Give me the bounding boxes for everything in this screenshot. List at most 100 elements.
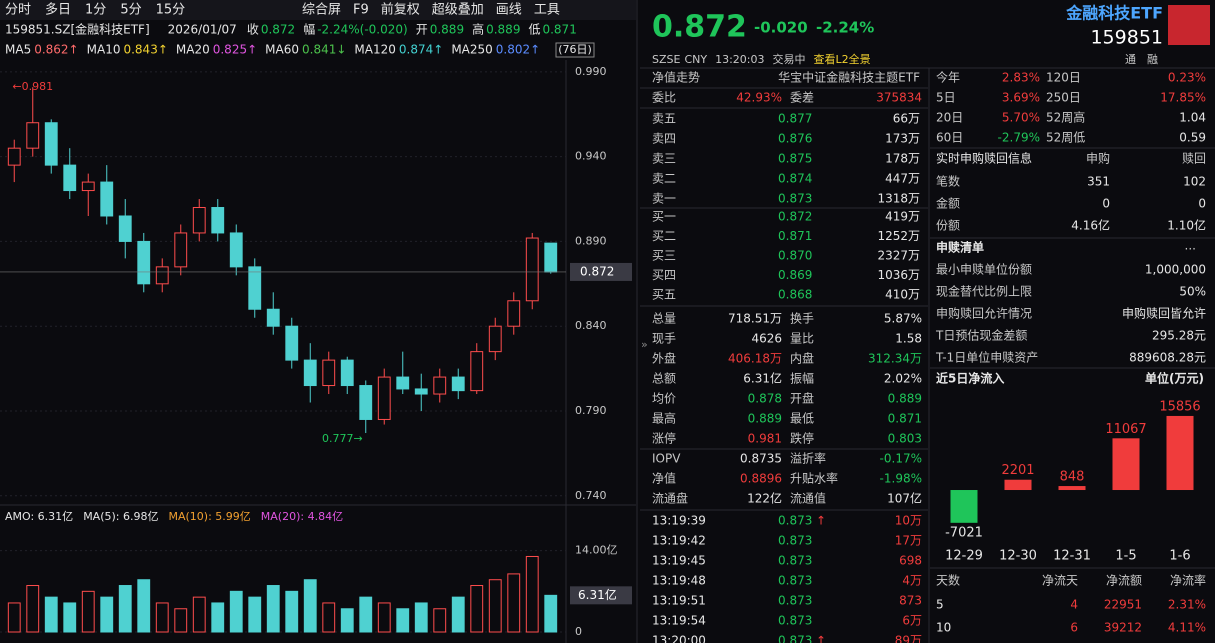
trade-price: 0.873 [778,634,812,643]
trade-time: 13:19:45 [652,554,706,568]
trade-volume: 873 [899,594,922,608]
candle-body [229,232,243,268]
flow-bar [950,490,978,523]
change-pct: -2.24% [816,19,874,37]
value: -0.17% [880,452,922,466]
label: MA(5): 6.98亿 [83,510,158,523]
trade-price: 0.873 [778,514,812,528]
tool-button[interactable]: 工具 [534,3,560,18]
table-cell: 6 [1070,621,1078,635]
candle-body [303,359,317,387]
period-tab[interactable]: 分时 [5,3,31,18]
collapse-arrow[interactable]: » [641,338,648,351]
period-tab[interactable]: 15分 [156,3,186,18]
volume: 66万 [893,112,920,126]
candle-body [544,242,558,273]
volume-bar [63,602,77,633]
fund-code: 159851 [1090,27,1163,49]
trade-price: 0.873 [778,614,812,628]
label: 流通值 [790,491,826,506]
x-tick-label: 12-31 [1053,549,1091,564]
candle-body [44,122,58,166]
label: 外盘 [652,351,676,366]
tool-button[interactable]: 前复权 [381,2,420,18]
value: 102 [1183,175,1206,189]
volume-bar [248,596,262,633]
volume-bar [81,590,95,633]
volume-bar [433,608,447,633]
price: 0.873 [778,192,812,206]
column-header: 赎回 [1182,152,1206,166]
fund-name: 金融科技ETF [1065,4,1163,23]
trade-time: 13:20:00 [652,634,706,643]
table-cell: 2.31% [1168,598,1206,612]
volume: 419万 [885,210,920,224]
label: 卖二 [652,172,676,186]
tool-button[interactable]: 画线 [496,3,522,18]
label: 买五 [652,288,676,302]
label: 最低 [790,412,814,426]
candle-body [174,232,188,268]
section-title: 实时申购赎回信息 [936,151,1032,166]
candle-body [340,359,354,387]
range-badge [555,42,595,58]
label: -2.24%(-0.020) [317,23,408,37]
label: 最小申赎单位份额 [936,262,1032,277]
candle-body [100,181,114,217]
volume: 1252万 [877,229,920,243]
label: 总量 [652,312,676,326]
volume-bar [285,590,299,633]
tool-button[interactable]: 综合屏 [302,3,341,18]
value: 0.23% [1168,71,1206,85]
period-tab[interactable]: 5分 [120,3,141,18]
value: 375834 [876,91,922,105]
label: 今年 [936,70,960,85]
label: 流通盘 [652,491,688,506]
candle-body [285,325,299,361]
more-button[interactable]: ... [1185,239,1196,253]
price: 0.872 [652,10,747,45]
label: 0.825↑ [213,43,257,57]
period-tab[interactable]: 多日 [45,2,71,18]
value: 0 [1198,197,1206,211]
volume-bar [155,602,169,633]
value: 718.51万 [728,312,782,326]
value: 4626 [751,332,782,346]
flow-bar [1112,438,1140,491]
volume: 1036万 [877,268,920,282]
volume: 2327万 [877,249,920,263]
column-header: 净流额 [1106,574,1142,588]
label: 0.872 [261,23,295,37]
y-tick-label: 0 [575,625,582,638]
trade-volume: 10万 [895,514,922,528]
label: 0.862↑ [34,43,78,57]
volume-bar [118,585,132,633]
label: 现金替代比例上限 [936,284,1032,299]
volume-bar [525,555,539,633]
candle-body [470,351,484,392]
label: 0.871 [542,23,576,37]
label: 开 [416,23,428,37]
tool-button[interactable]: F9 [353,3,369,18]
volume-bar [137,579,151,633]
trade-time: 13:19:54 [652,614,706,628]
value: 2.83% [1002,71,1040,85]
trade-volume: 4万 [902,574,922,588]
value: 17.85% [1160,91,1206,105]
data-label: 11067 [1105,422,1146,437]
tool-button[interactable]: 超级叠加 [432,3,484,18]
label[interactable]: 查看L2全景 [814,52,871,66]
label: 高 [472,22,484,37]
price: 0.869 [778,268,812,282]
label: 委比 [652,91,676,105]
period-tab[interactable]: 1分 [85,3,106,18]
volume-bar [544,594,558,633]
data-label: 848 [1060,470,1085,485]
volume-bar [7,602,21,633]
y-tick-label: 0.890 [575,234,607,247]
volume-bar [174,608,188,633]
value: 889608.28元 [1129,351,1206,365]
volume-bar [266,585,280,633]
label: 0.843↑ [123,43,167,57]
label: 委差 [790,91,814,105]
